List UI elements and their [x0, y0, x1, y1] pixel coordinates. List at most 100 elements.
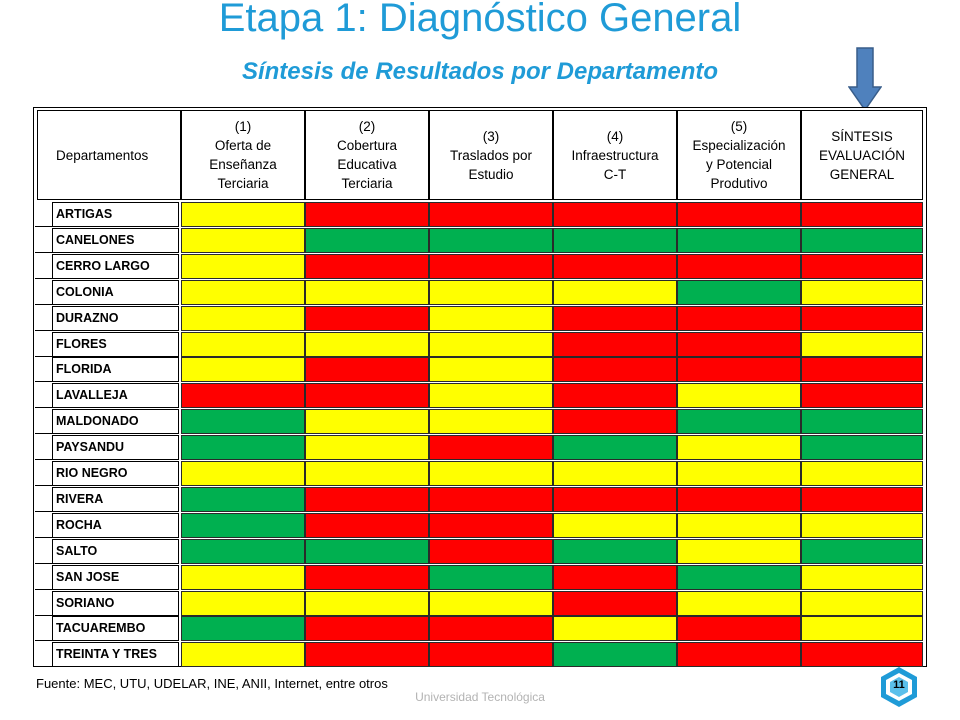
row-stub — [35, 642, 52, 667]
row-stub — [35, 280, 52, 305]
rating-cell — [801, 513, 923, 538]
header-cobertura: (2) Cobertura Educativa Terciaria — [305, 110, 429, 200]
rating-cell — [181, 332, 305, 357]
rating-cell — [429, 642, 553, 667]
rating-cell — [801, 642, 923, 667]
rating-cell — [181, 487, 305, 512]
department-name: SAN JOSE — [52, 565, 179, 590]
header-sintesis: SÍNTESIS EVALUACIÓN GENERAL — [801, 110, 923, 200]
department-name: MALDONADO — [52, 409, 179, 434]
header-departamentos: Departamentos — [37, 110, 181, 200]
rating-cell — [305, 357, 429, 382]
rating-cell — [181, 409, 305, 434]
source-note: Fuente: MEC, UTU, UDELAR, INE, ANII, Int… — [36, 676, 388, 691]
rating-cell — [181, 513, 305, 538]
rating-cell — [181, 280, 305, 305]
rating-cell — [553, 565, 677, 590]
rating-cell — [305, 487, 429, 512]
rating-cell — [181, 357, 305, 382]
rating-cell — [553, 616, 677, 641]
department-name: SALTO — [52, 539, 179, 564]
rating-cell — [181, 642, 305, 667]
header-traslados: (3) Traslados por Estudio — [429, 110, 553, 200]
rating-cell — [801, 306, 923, 331]
rating-cell — [553, 539, 677, 564]
rating-cell — [677, 461, 801, 486]
rating-cell — [181, 435, 305, 460]
rating-cell — [181, 591, 305, 616]
rating-cell — [677, 228, 801, 253]
rating-cell — [553, 591, 677, 616]
rating-cell — [553, 513, 677, 538]
rating-cell — [677, 306, 801, 331]
rating-cell — [429, 383, 553, 408]
rating-cell — [305, 332, 429, 357]
rating-cell — [305, 513, 429, 538]
rating-cell — [677, 254, 801, 279]
header-especializacion: (5) Especialización y Potencial Produtiv… — [677, 110, 801, 200]
rating-cell — [553, 409, 677, 434]
row-stub — [35, 228, 52, 253]
rating-cell — [553, 332, 677, 357]
rating-cell — [553, 357, 677, 382]
rating-cell — [801, 357, 923, 382]
department-name: SORIANO — [52, 591, 179, 616]
rating-cell — [553, 280, 677, 305]
rating-cell — [553, 487, 677, 512]
rating-cell — [677, 591, 801, 616]
department-name: ROCHA — [52, 513, 179, 538]
rating-cell — [801, 332, 923, 357]
rating-cell — [677, 202, 801, 227]
rating-cell — [305, 435, 429, 460]
rating-cell — [801, 228, 923, 253]
slide-title: Etapa 1: Diagnóstico General — [218, 0, 742, 40]
department-name: FLORIDA — [52, 357, 179, 382]
rating-cell — [305, 228, 429, 253]
rating-cell — [801, 202, 923, 227]
rating-cell — [553, 435, 677, 460]
rating-cell — [677, 409, 801, 434]
row-stub — [35, 487, 52, 512]
row-stub — [35, 332, 52, 357]
hexagon-logo-icon — [881, 667, 917, 707]
rating-cell — [429, 565, 553, 590]
header-oferta: (1) Oferta de Enseñanza Terciaria — [181, 110, 305, 200]
rating-cell — [801, 435, 923, 460]
rating-cell — [801, 539, 923, 564]
rating-cell — [801, 280, 923, 305]
rating-cell — [305, 280, 429, 305]
rating-cell — [677, 513, 801, 538]
department-name: ARTIGAS — [52, 202, 179, 227]
rating-cell — [305, 616, 429, 641]
rating-cell — [181, 254, 305, 279]
rating-cell — [677, 280, 801, 305]
rating-cell — [429, 202, 553, 227]
rating-cell — [181, 565, 305, 590]
row-stub — [35, 616, 52, 641]
rating-cell — [553, 228, 677, 253]
department-name: DURAZNO — [52, 306, 179, 331]
rating-cell — [429, 254, 553, 279]
rating-cell — [553, 383, 677, 408]
department-name: RIVERA — [52, 487, 179, 512]
rating-cell — [677, 435, 801, 460]
rating-cell — [429, 280, 553, 305]
row-stub — [35, 383, 52, 408]
footer-text: Universidad Tecnológica — [415, 690, 545, 704]
rating-cell — [801, 565, 923, 590]
rating-cell — [305, 591, 429, 616]
department-name: CANELONES — [52, 228, 179, 253]
rating-cell — [553, 642, 677, 667]
rating-cell — [181, 383, 305, 408]
rating-cell — [305, 409, 429, 434]
department-name: PAYSANDU — [52, 435, 179, 460]
rating-cell — [553, 202, 677, 227]
row-stub — [35, 513, 52, 538]
rating-cell — [429, 228, 553, 253]
row-stub — [35, 539, 52, 564]
rating-cell — [429, 513, 553, 538]
rating-cell — [801, 591, 923, 616]
rating-cell — [305, 642, 429, 667]
rating-cell — [553, 306, 677, 331]
rating-cell — [429, 616, 553, 641]
